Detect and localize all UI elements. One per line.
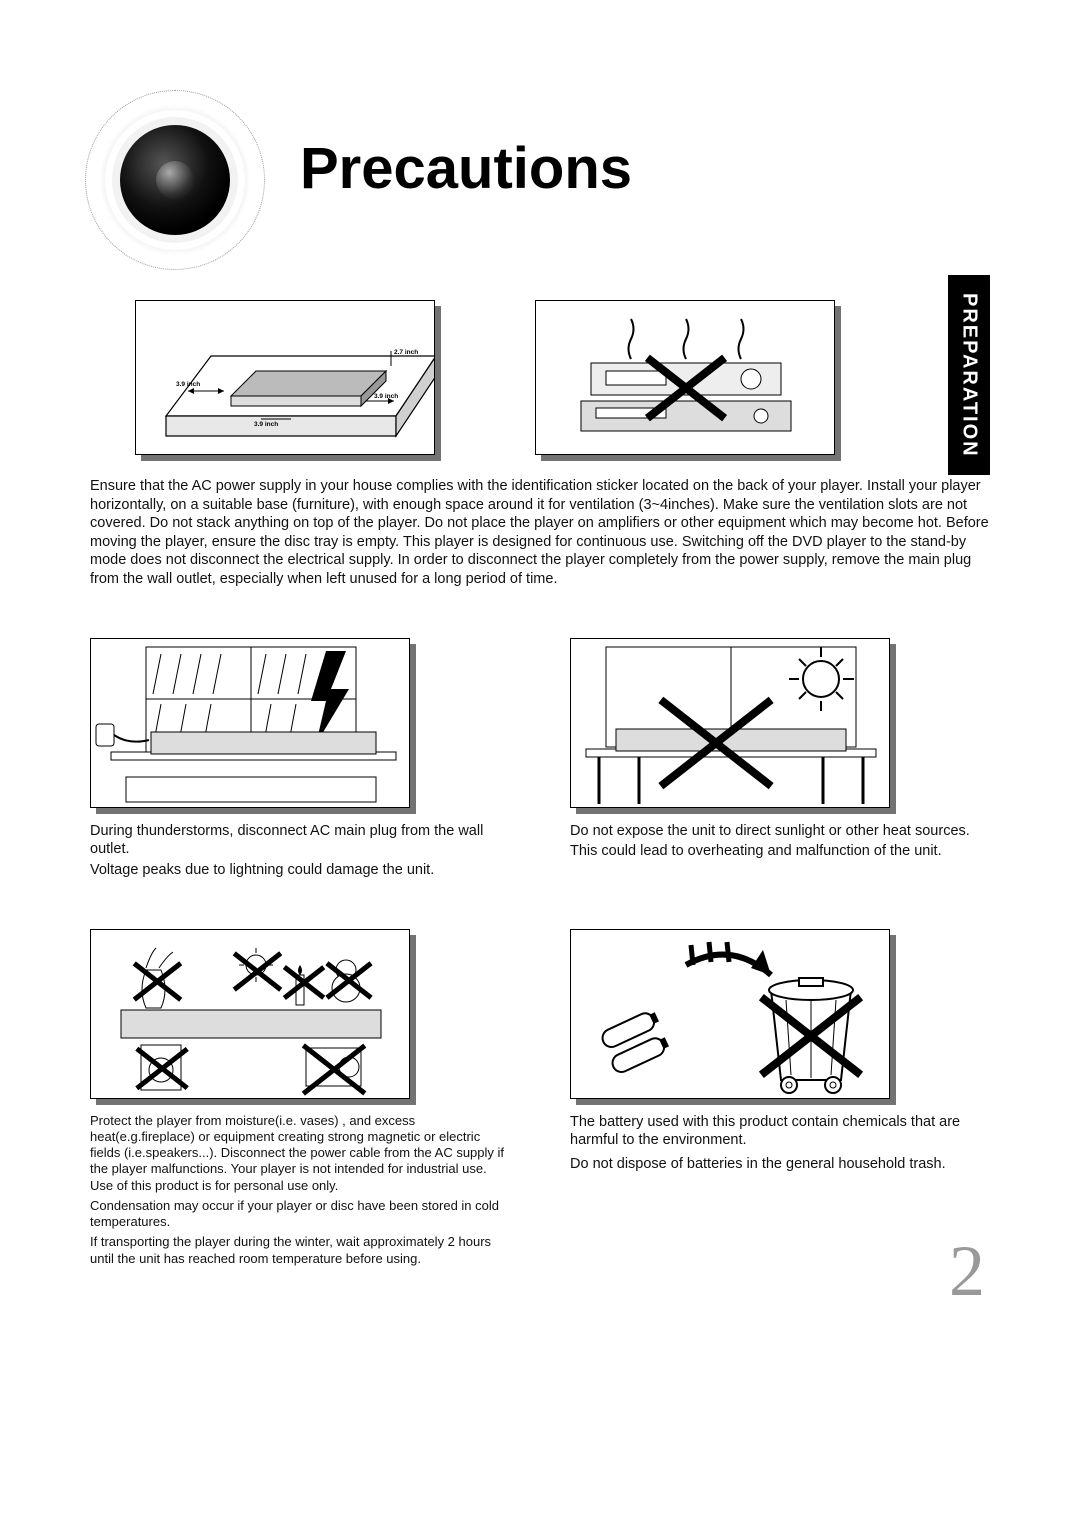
page-number: 2 — [949, 1230, 985, 1313]
page-title: Precautions — [300, 135, 632, 202]
moisture-p1: Protect the player from moisture(i.e. va… — [90, 1113, 510, 1194]
moisture-p2: Condensation may occur if your player or… — [90, 1198, 510, 1231]
main-paragraph: Ensure that the AC power supply in your … — [90, 477, 990, 588]
illus-ventilation: 3.9 inch 3.9 inch 2.7 inch 3.9 inch — [135, 300, 435, 455]
section-tab: PREPARATION — [948, 275, 990, 475]
page-header: Precautions — [90, 80, 990, 280]
clearance-top: 2.7 inch — [394, 349, 418, 356]
section-tab-label: PREPARATION — [958, 293, 981, 458]
battery-p1: The battery used with this product conta… — [570, 1113, 990, 1149]
illus-battery — [570, 929, 890, 1099]
moisture-p3: If transporting the player during the wi… — [90, 1234, 510, 1267]
illus-no-stack — [535, 300, 835, 455]
illus-sunlight — [570, 638, 890, 808]
illus-moisture — [90, 929, 410, 1099]
thunder-p2: Voltage peaks due to lightning could dam… — [90, 861, 510, 879]
clearance-right: 3.9 inch — [374, 393, 398, 400]
clearance-bottom: 3.9 inch — [254, 421, 278, 428]
speaker-graphic — [80, 85, 270, 275]
clearance-left: 3.9 inch — [176, 381, 200, 388]
battery-p2: Do not dispose of batteries in the gener… — [570, 1155, 990, 1173]
illus-thunder — [90, 638, 410, 808]
thunder-p1: During thunderstorms, disconnect AC main… — [90, 822, 510, 858]
sunlight-p2: This could lead to overheating and malfu… — [570, 842, 990, 860]
sunlight-p1: Do not expose the unit to direct sunligh… — [570, 822, 990, 840]
